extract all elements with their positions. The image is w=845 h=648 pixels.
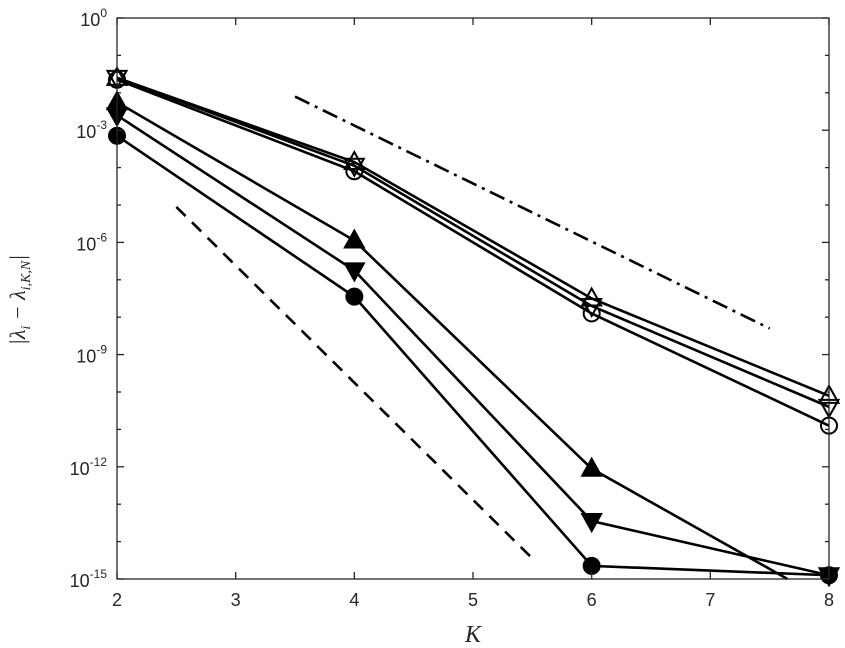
series-line-triangle-down-open xyxy=(116,76,830,409)
x-tick-label: 3 xyxy=(231,590,241,610)
y-tick-label: 10-6 xyxy=(76,230,107,254)
reference-line-dashed xyxy=(175,205,534,560)
reference-line-dash-dot xyxy=(294,95,771,330)
series-line-triangle-up-open xyxy=(116,76,830,398)
data-point-triangle-up-filled xyxy=(580,456,603,477)
y-tick-label: 10-3 xyxy=(76,118,107,142)
data-point-triangle-up-filled xyxy=(343,228,366,249)
x-axis-label: K xyxy=(464,622,483,648)
y-tick-label: 10-9 xyxy=(76,343,107,367)
y-axis-label: |λi − λi,K,N| xyxy=(5,255,34,345)
y-tick-label: 100 xyxy=(80,6,107,30)
data-point-circle-filled xyxy=(345,287,364,306)
data-point-circle-open xyxy=(345,162,364,181)
x-tick-label: 4 xyxy=(349,590,359,610)
data-point-triangle-down-open xyxy=(343,157,366,178)
x-tick-label: 5 xyxy=(468,590,478,610)
y-tick-label: 10-15 xyxy=(70,567,108,591)
series-triangle-down-filled xyxy=(105,107,841,588)
x-tick-label: 7 xyxy=(705,590,715,610)
series-line-circle-filled xyxy=(116,134,830,577)
x-tick-label: 6 xyxy=(587,590,597,610)
data-point-circle-open xyxy=(582,304,601,323)
data-point-triangle-down-filled xyxy=(580,513,603,534)
plot-area xyxy=(117,18,829,579)
series-circle-filled xyxy=(108,126,838,585)
data-point-triangle-up-open xyxy=(343,149,366,171)
x-tick-label: 8 xyxy=(824,590,834,610)
series-line-triangle-up-filled xyxy=(116,101,789,581)
series-line-circle-open xyxy=(116,78,830,427)
data-point-circle-filled xyxy=(582,556,601,575)
x-tick-label: 2 xyxy=(112,590,122,610)
x-axis: 2 3 4 5 6 7 8 xyxy=(112,18,834,610)
y-tick-label: 10-12 xyxy=(70,455,108,479)
data-point-triangle-down-filled xyxy=(343,262,366,283)
series-line-triangle-down-filled xyxy=(116,114,830,577)
y-axis: 100 10-3 10-6 10-9 10-12 10-15 xyxy=(70,6,829,591)
reference-lines xyxy=(175,95,771,560)
